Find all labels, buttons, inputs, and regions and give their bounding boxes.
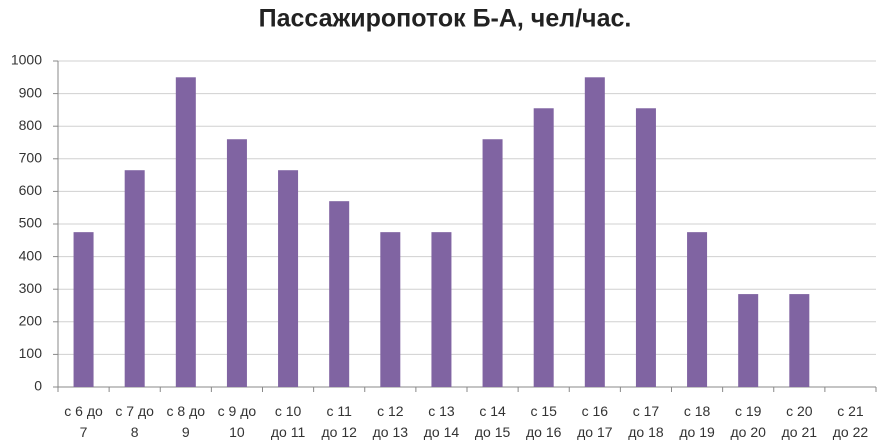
y-tick-label: 700 — [19, 150, 43, 166]
x-tick-label: с 20 до 21 — [782, 403, 818, 440]
x-tick-label: с 17 до 18 — [628, 403, 664, 440]
y-tick-label: 600 — [19, 182, 43, 198]
bar — [380, 232, 401, 387]
chart-title: Пассажиропоток Б-А, чел/час. — [259, 5, 632, 33]
bar — [226, 139, 247, 387]
bar — [329, 201, 350, 387]
bar — [278, 170, 299, 387]
x-tick-label: с 18 до 19 — [679, 403, 715, 440]
bar — [584, 77, 605, 388]
y-tick-label: 1000 — [11, 52, 42, 68]
y-tick-label: 900 — [19, 84, 43, 100]
bar — [431, 232, 452, 387]
bar — [124, 170, 145, 387]
y-tick-label: 800 — [19, 117, 43, 133]
bar — [738, 294, 759, 387]
bar — [533, 108, 554, 388]
x-tick-label: с 8 до 9 — [167, 403, 206, 440]
x-tick-label: с 13 до 14 — [424, 403, 460, 440]
x-tick-label: с 11 до 12 — [321, 403, 357, 440]
x-tick-label: с 15 до 16 — [526, 403, 562, 440]
bar — [73, 232, 94, 387]
bar — [635, 108, 656, 388]
x-tick-label: с 7 до 8 — [115, 403, 154, 440]
x-tick-label: с 21 до 22 — [833, 403, 869, 440]
x-tick-label: с 12 до 13 — [373, 403, 409, 440]
y-tick-label: 100 — [19, 345, 43, 361]
bar — [482, 139, 503, 387]
x-tick-label: с 9 до 10 — [218, 403, 257, 440]
y-tick-label: 300 — [19, 280, 43, 296]
x-tick-label: с 16 до 17 — [577, 403, 613, 440]
y-tick-label: 500 — [19, 215, 43, 231]
y-tick-label: 200 — [19, 313, 43, 329]
x-tick-label: с 10 до 11 — [271, 403, 306, 440]
bar — [175, 77, 196, 388]
y-tick-label: 400 — [19, 247, 43, 263]
y-tick-label: 0 — [34, 378, 42, 394]
bar — [687, 232, 708, 387]
x-tick-label: с 14 до 15 — [475, 403, 511, 440]
bar — [789, 294, 810, 387]
x-tick-label: с 19 до 20 — [730, 403, 766, 440]
x-tick-label: с 6 до 7 — [64, 403, 103, 440]
